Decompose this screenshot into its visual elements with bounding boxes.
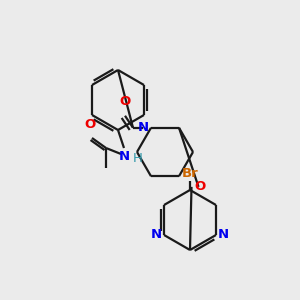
Text: O: O [84,118,96,131]
Text: N: N [151,229,162,242]
Text: O: O [194,180,206,194]
Text: N: N [138,121,149,134]
Text: O: O [119,95,130,108]
Text: H: H [133,152,143,165]
Text: Br: Br [182,167,198,180]
Text: N: N [118,150,130,163]
Text: N: N [218,229,229,242]
